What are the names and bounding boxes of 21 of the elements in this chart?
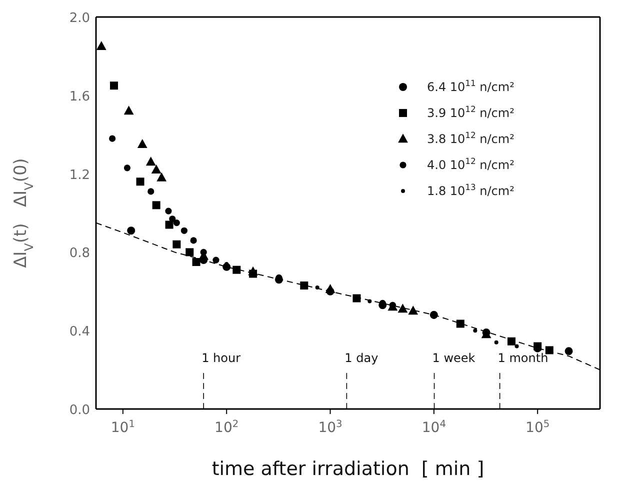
- ref-line-label: 1 hour: [202, 350, 241, 365]
- x-tick-label: 10$^{2}$: [214, 418, 239, 436]
- ref-line-label: 1 month: [498, 350, 548, 365]
- y-tick-label: 1.2: [69, 168, 90, 183]
- y-tick-label: 0.0: [69, 403, 90, 418]
- legend-label: 1.8 10$^{13}$ n/cm²: [427, 182, 515, 198]
- x-tick-label: 10$^{5}$: [526, 418, 550, 436]
- legend-label: 3.9 10$^{12}$ n/cm²: [427, 104, 515, 120]
- y-tick-label: 0.4: [69, 324, 90, 340]
- y-tick-label: 1.6: [69, 89, 90, 104]
- x-tick-label: 10$^{4}$: [422, 418, 446, 436]
- x-tick-label: 10$^{1}$: [110, 418, 135, 436]
- y-tick-label: 2.0: [69, 11, 90, 26]
- legend-label: 6.4 10$^{11}$ n/cm²: [427, 78, 515, 94]
- ref-line-label: 1 week: [432, 350, 476, 365]
- y-tick-label: 0.8: [69, 246, 90, 262]
- ref-line-label: 1 day: [344, 350, 378, 365]
- x-tick-label: 10$^{3}$: [318, 418, 342, 436]
- legend-label: 4.0 10$^{12}$ n/cm²: [427, 156, 515, 172]
- legend-label: 3.8 10$^{12}$ n/cm²: [427, 130, 515, 146]
- x-axis-title: time after irradiation [ min ]: [212, 458, 484, 480]
